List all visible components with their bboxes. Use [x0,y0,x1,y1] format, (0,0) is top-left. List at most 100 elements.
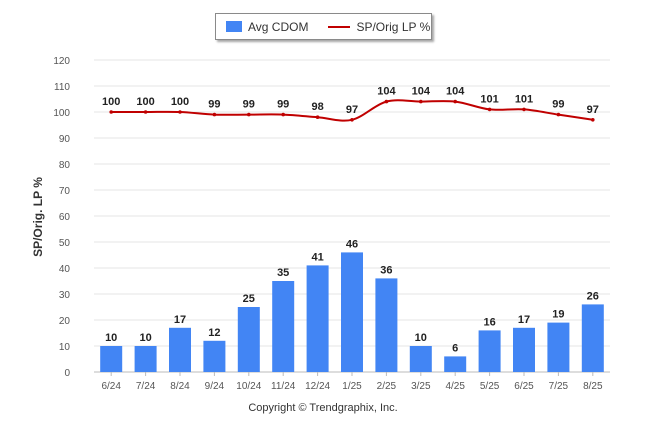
bar [169,327,191,372]
legend-item-bar: Avg CDOM [226,20,308,34]
line-data-label: 97 [346,104,358,116]
y-tick-label: 80 [59,160,71,171]
legend-line-label: SP/Orig LP % [356,19,431,34]
y-tick-label: 20 [59,316,71,327]
x-tick-label: 8/24 [170,381,190,392]
line-point [212,112,217,117]
bar [306,265,329,372]
bar [237,307,260,372]
x-tick-label: 7/24 [136,381,156,392]
bar-data-label: 17 [174,314,186,326]
legend-bar-label: Avg CDOM [248,19,309,34]
bars [100,252,604,372]
x-tick-label: 5/25 [480,381,500,392]
line-point [487,107,492,112]
x-axis-ticks: 6/24 7/24 8/24 9/24 10/24 11/24 12/24 1/25 2/25 3… [101,372,603,392]
bar [409,346,432,372]
line-point [591,118,595,122]
line-data-label: 104 [377,86,396,98]
line-point [178,110,182,114]
bar-data-label: 36 [380,264,392,276]
bar-data-label: 10 [139,332,151,344]
y-tick-label: 40 [59,264,71,275]
line-point [350,118,354,122]
line-point [109,110,113,114]
bar [444,356,467,372]
x-tick-label: 6/25 [514,381,534,392]
x-tick-label: 12/24 [305,381,330,392]
y-tick-label: 100 [53,108,70,119]
y-tick-label: 70 [59,186,71,197]
line-point [247,112,251,117]
y-axis-label: SP/Orig. LP % [31,177,45,257]
bar-data-label: 35 [277,267,289,279]
line-data-label: 101 [480,93,498,105]
y-tick-label: 10 [59,342,71,353]
x-tick-label: 8/25 [583,381,603,392]
legend-bar-swatch [226,21,242,32]
y-tick-label: 90 [59,134,71,145]
line-data-label: 99 [277,99,289,111]
line-data-label: 99 [243,99,255,111]
line-point [315,115,320,119]
legend-item-line: SP/Orig LP % [328,20,430,34]
bar-data-label: 6 [452,342,458,354]
bar-data-label: 10 [415,332,427,344]
y-tick-label: 0 [64,368,70,379]
bar-data-label: 41 [311,251,323,263]
line-data-label: 100 [136,96,154,108]
bar-data-label: 17 [518,314,530,326]
line-data-label: 100 [171,96,189,108]
x-tick-label: 9/24 [205,381,225,392]
y-tick-label: 50 [59,238,71,249]
legend: Avg CDOM SP/Orig LP % [215,13,432,40]
line-data-label: 100 [102,96,120,108]
legend-line-swatch [328,25,351,28]
x-tick-label: 6/24 [101,381,121,392]
copyright-text: Copyright © Trendgraphix, Inc. [248,402,398,414]
line-data-label: 104 [446,86,465,98]
x-tick-label: 10/24 [236,381,261,392]
line-point [556,112,561,117]
bar [581,304,604,372]
x-tick-label: 7/25 [549,381,569,392]
line-labels: 100 100 100 99 99 99 98 97 104 104 104 101 101 99 97 [102,86,599,116]
bar-data-label: 19 [552,309,564,321]
y-tick-label: 120 [53,56,70,67]
y-tick-label: 110 [54,82,70,93]
bar [547,322,570,372]
bar-data-label: 46 [346,238,358,250]
line-data-label: 99 [208,99,220,111]
line-data-label: 98 [311,101,323,113]
line-point [419,99,423,104]
line-point [384,99,389,104]
bar-data-label: 12 [208,327,220,339]
line-data-label: 97 [587,104,599,116]
bar [134,346,157,372]
bar [341,252,363,372]
bar [100,346,123,372]
x-tick-label: 1/25 [342,381,362,392]
line-data-label: 104 [412,86,431,98]
bar-data-label: 16 [483,316,495,328]
line-series [109,99,595,122]
line-point [522,107,526,112]
y-tick-label: 30 [59,290,71,301]
line-point [453,99,458,104]
line-point [281,112,286,117]
y-tick-label: 60 [59,212,71,223]
x-tick-label: 4/25 [445,381,465,392]
bar [513,327,535,372]
bar-data-label: 26 [587,290,599,302]
bar-data-label: 25 [243,293,255,305]
line-data-label: 101 [515,93,533,105]
x-tick-label: 11/24 [271,381,296,392]
bar [272,281,295,372]
line-data-label: 99 [552,99,564,111]
x-tick-label: 2/25 [377,381,397,392]
y-axis-ticks: 0 10 20 30 40 50 60 70 80 90 100 110 120 [53,56,70,379]
bar [478,330,501,372]
bar [203,340,226,372]
